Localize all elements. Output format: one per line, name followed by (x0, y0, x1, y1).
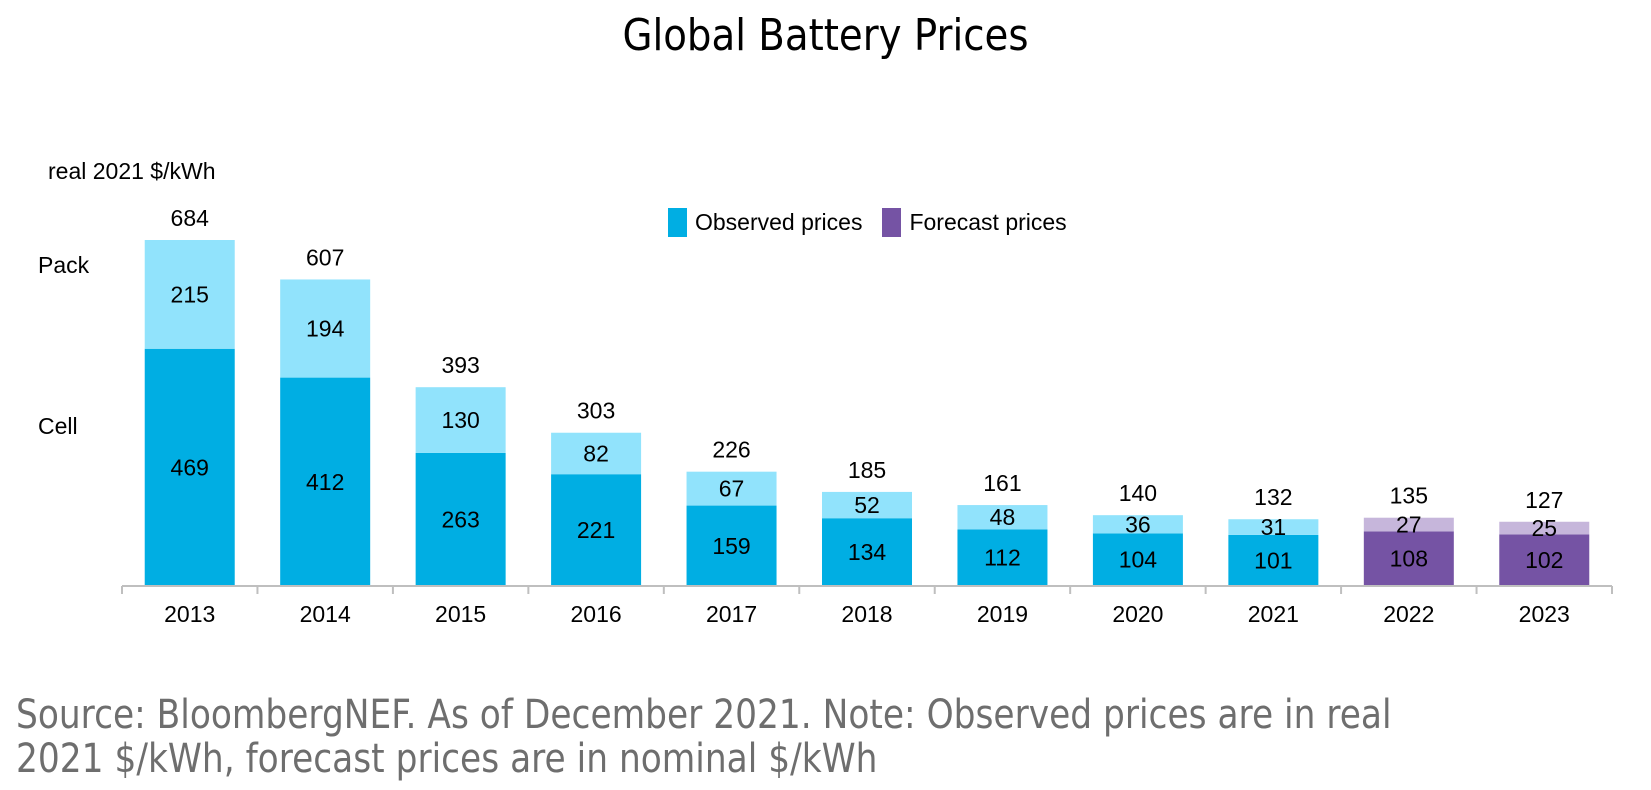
x-tick-label-2020: 2020 (1112, 601, 1163, 627)
bar-pack-2018 (822, 491, 912, 519)
data-label-pack-2013: 215 (171, 281, 209, 307)
data-label-pack-2017: 67 (719, 476, 745, 502)
source-note: Source: BloombergNEF. As of December 202… (16, 693, 1426, 781)
bar-cell-2022 (1363, 531, 1454, 586)
data-label-total-2020: 140 (1119, 480, 1157, 506)
data-label-total-2017: 226 (712, 437, 750, 463)
bar-cell-2018 (822, 518, 912, 586)
data-label-cell-2021: 101 (1254, 547, 1292, 573)
x-tick-label-2015: 2015 (435, 601, 486, 627)
pack-row-label: Pack (38, 252, 90, 278)
bar-pack-2022 (1363, 517, 1454, 532)
x-tick-label-2013: 2013 (164, 601, 215, 627)
bar-pack-2020 (1092, 515, 1183, 534)
bar-pack-2015 (415, 387, 506, 453)
data-label-cell-2023: 102 (1525, 547, 1563, 573)
bar-cell-2021 (1228, 534, 1319, 586)
data-label-total-2015: 393 (441, 352, 479, 378)
x-tick-label-2016: 2016 (571, 601, 622, 627)
bar-cell-2023 (1499, 534, 1590, 586)
legend-label-forecast: Forecast prices (909, 209, 1067, 235)
data-label-cell-2020: 104 (1119, 547, 1158, 573)
x-tick-label-2017: 2017 (706, 601, 757, 627)
data-label-pack-2023: 25 (1531, 515, 1557, 541)
bar-cell-2013 (144, 348, 235, 586)
legend-swatch-forecast (882, 208, 902, 237)
data-label-total-2016: 303 (577, 398, 615, 424)
data-label-total-2013: 684 (171, 205, 210, 231)
bar-pack-2019 (957, 505, 1048, 530)
data-label-total-2014: 607 (306, 244, 344, 270)
data-label-cell-2013: 469 (171, 454, 209, 480)
source-line-1: Source: BloombergNEF. As of December 202… (16, 692, 1392, 738)
data-label-cell-2022: 108 (1390, 546, 1428, 572)
data-label-pack-2018: 52 (854, 492, 880, 518)
chart-title: Global Battery Prices (622, 10, 1029, 61)
bar-cell-2016 (551, 474, 642, 586)
data-label-total-2019: 161 (983, 470, 1021, 496)
data-label-cell-2018: 134 (848, 539, 887, 565)
data-label-cell-2016: 221 (577, 517, 615, 543)
x-tick-label-2018: 2018 (841, 601, 892, 627)
legend-item-forecast: Forecast prices (882, 208, 1067, 237)
bar-pack-2014 (280, 279, 371, 378)
x-tick-label-2014: 2014 (300, 601, 351, 627)
legend-swatch-observed (668, 208, 687, 237)
data-label-pack-2019: 48 (990, 504, 1016, 530)
data-label-cell-2017: 159 (712, 533, 750, 559)
x-tick-label-2022: 2022 (1383, 601, 1434, 627)
y-axis-unit-label: real 2021 $/kWh (48, 158, 216, 184)
bar-cell-2015 (415, 452, 506, 586)
bar-cell-2017 (686, 505, 777, 586)
x-tick-label-2019: 2019 (977, 601, 1028, 627)
data-label-total-2023: 127 (1525, 487, 1563, 513)
data-label-cell-2015: 263 (441, 506, 479, 532)
bar-cell-2014 (280, 377, 371, 586)
data-label-pack-2015: 130 (441, 407, 479, 433)
data-label-total-2022: 135 (1390, 483, 1428, 509)
legend-item-observed: Observed prices (668, 208, 862, 237)
bar-pack-2017 (686, 471, 777, 506)
data-label-pack-2021: 31 (1261, 514, 1287, 540)
data-label-pack-2016: 82 (583, 440, 609, 466)
x-tick-label-2021: 2021 (1248, 601, 1299, 627)
data-label-total-2021: 132 (1254, 484, 1292, 510)
source-line-2: 2021 $/kWh, forecast prices are in nomin… (16, 736, 878, 782)
data-label-cell-2019: 112 (984, 545, 1021, 571)
cell-row-label: Cell (38, 413, 78, 439)
bar-pack-2013 (144, 240, 235, 349)
data-label-pack-2022: 27 (1396, 512, 1422, 538)
legend: Observed prices Forecast prices (668, 208, 1087, 237)
data-label-pack-2014: 194 (306, 316, 345, 342)
chart-plot-area: 469 215 684 2013 412 194 607 2014 263 130 393 2015 2… (121, 205, 1613, 627)
bar-pack-2021 (1228, 519, 1319, 535)
data-label-total-2018: 185 (848, 457, 886, 483)
bar-pack-2016 (551, 432, 642, 475)
data-label-pack-2020: 36 (1125, 511, 1151, 537)
bar-cell-2019 (957, 529, 1048, 586)
bar-pack-2023 (1499, 521, 1590, 535)
x-tick-label-2023: 2023 (1519, 601, 1570, 627)
bar-cell-2020 (1092, 533, 1183, 586)
legend-label-observed: Observed prices (695, 209, 863, 235)
data-label-cell-2014: 412 (306, 469, 344, 495)
